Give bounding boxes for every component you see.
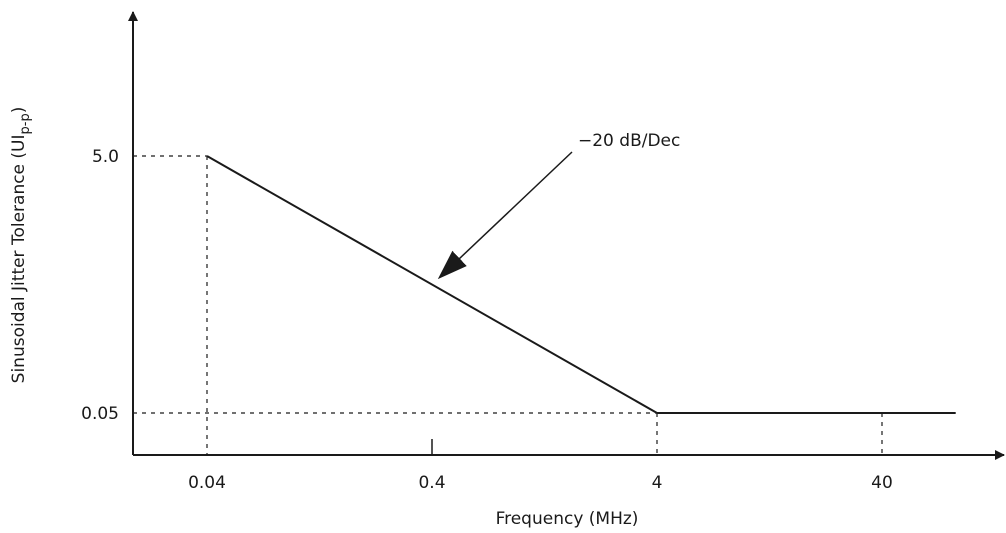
slope-annotation: −20 dB/Dec [437,131,680,280]
guide-lines [133,155,883,455]
x-axis-title: Frequency (MHz) [496,509,639,529]
x-axis-ticks: 0.04 0.4 4 40 [188,439,893,493]
y-axis-title-subscript: p-p [18,113,33,134]
y-axis-title-close: ) [9,107,29,114]
x-tick-label: 40 [871,473,893,493]
x-tick-label: 0.4 [418,473,445,493]
series-group [206,155,956,414]
y-tick-label: 5.0 [92,147,119,167]
y-axis-title-main: Sinusoidal Jitter Tolerance (UI [9,134,29,383]
slope-annotation-label: −20 dB/Dec [578,131,680,151]
y-tick-label: 0.05 [81,404,119,424]
series-line [206,155,956,414]
y-axis-title: Sinusoidal Jitter Tolerance (UIp-p) [9,107,33,384]
x-tick-label: 4 [652,473,663,493]
axes [128,11,1005,460]
slope-annotation-arrow [437,151,573,280]
x-tick-label: 0.04 [188,473,226,493]
y-axis-ticks: 5.0 0.05 [81,147,119,424]
